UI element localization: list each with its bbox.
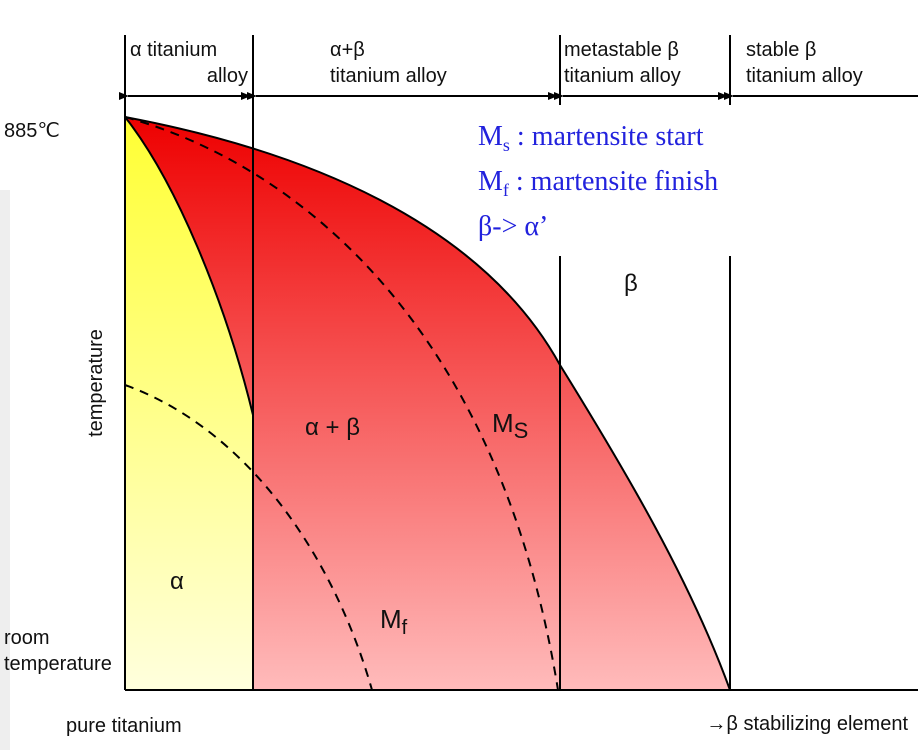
y-axis-label: temperature	[85, 329, 107, 437]
x-right-label: →β stabilizing element	[706, 713, 908, 735]
metastable-beta-label-1: metastable β	[564, 39, 679, 61]
metastable-beta-label-2: titanium alloy	[564, 65, 681, 87]
x-left-label: pure titanium	[66, 715, 182, 737]
legend-mf: Mf : martensite finish	[478, 166, 718, 200]
alpha-beta-alloy-label-2: titanium alloy	[330, 65, 447, 87]
room-temp-label-2: temperature	[4, 653, 112, 675]
beta-transus-curve	[124, 116, 731, 691]
room-temp-label-1: room	[4, 627, 50, 649]
region-alpha-beta-label: α + β	[305, 414, 360, 441]
region-beta-label: β	[624, 270, 638, 297]
region-alpha-label: α	[170, 568, 184, 595]
alpha-beta-alloy-label-1: α+β	[330, 39, 365, 61]
legend-transform: β-> α’	[478, 211, 548, 242]
alpha-boundary-curve	[124, 116, 254, 690]
legend-mf-text: : martensite finish	[509, 166, 718, 197]
alpha-alloy-label-2: alloy	[207, 65, 248, 87]
ms-curve-sub: S	[514, 418, 529, 443]
legend-ms-text: : martensite start	[510, 121, 704, 152]
ms-curve	[124, 116, 559, 691]
temp-885-label: 885℃	[4, 120, 60, 142]
stable-beta-label-1: stable β	[746, 39, 816, 61]
mf-curve-sub: f	[402, 617, 408, 639]
yellow-region-alpha	[125, 117, 253, 690]
legend-ms: Ms : martensite start	[478, 121, 704, 155]
mf-curve	[124, 384, 373, 691]
legend-ms-sub: s	[503, 135, 510, 155]
legend-mf-sub: f	[503, 180, 509, 200]
alpha-alloy-label-1: α titanium	[130, 39, 217, 61]
legend-background	[468, 108, 848, 256]
stable-beta-label-2: titanium alloy	[746, 65, 863, 87]
red-region-alpha-beta	[125, 117, 730, 690]
left-shadow	[0, 190, 10, 750]
